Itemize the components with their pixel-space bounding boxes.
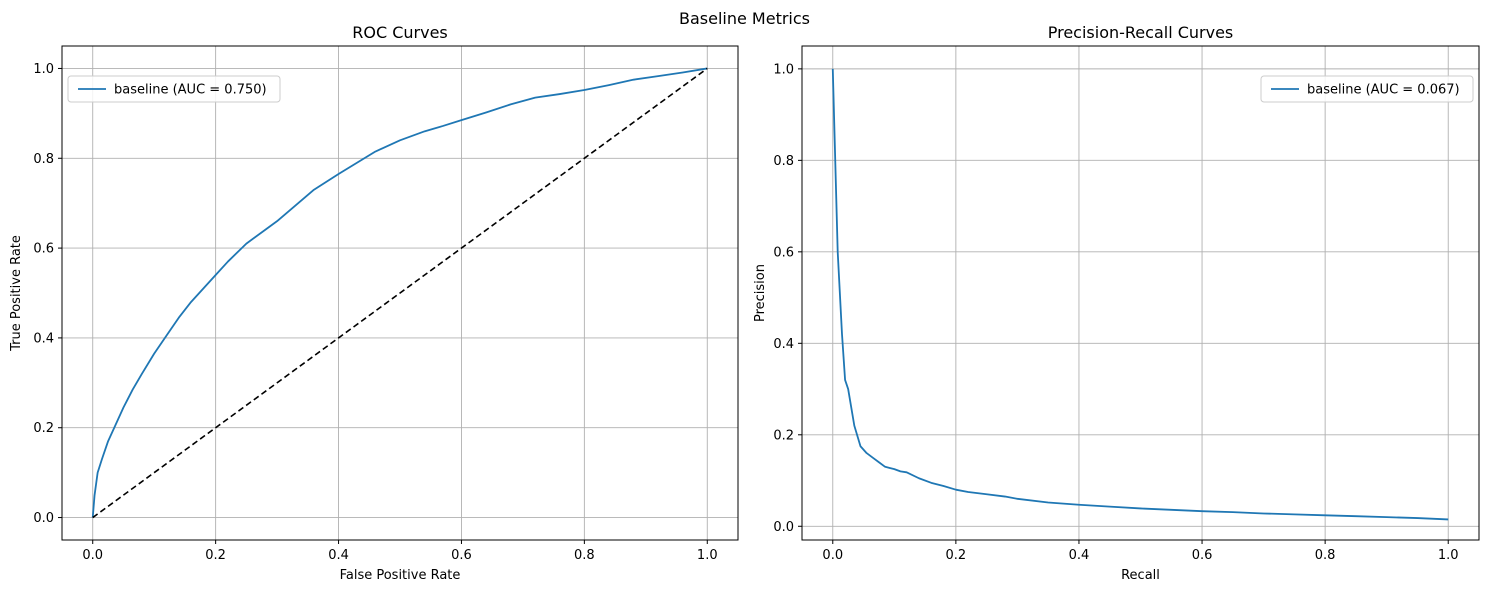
y-tick-label: 0.4 bbox=[773, 337, 794, 352]
x-tick-label: 0.6 bbox=[1192, 548, 1213, 563]
y-tick-label: 0.2 bbox=[773, 428, 794, 443]
x-tick-label: 1.0 bbox=[1438, 548, 1459, 563]
y-tick-label: 0.0 bbox=[33, 511, 54, 526]
legend-box bbox=[1260, 75, 1474, 103]
legend-box bbox=[67, 75, 281, 103]
x-tick-label: 0.0 bbox=[822, 548, 843, 563]
legend-entry-label: baseline (AUC = 0.750) bbox=[114, 83, 267, 98]
x-axis-label: False Positive Rate bbox=[340, 568, 461, 583]
legend: baseline (AUC = 0.067) bbox=[1260, 75, 1474, 103]
chart-title: Precision-Recall Curves bbox=[1048, 23, 1234, 42]
series-line-baseline bbox=[831, 68, 1449, 521]
y-tick-label: 0.6 bbox=[33, 242, 54, 257]
precision-recall-chart: 0.0 0.2 0.4 0.6 0.8 1.0 0.0 0.2 0.4 0.6 0.8 1.0 Prec… bbox=[753, 23, 1480, 583]
figure-title: Baseline Metrics bbox=[679, 9, 810, 28]
x-tick-label: 0.6 bbox=[451, 548, 472, 563]
y-tick-label: 1.0 bbox=[33, 62, 54, 77]
x-tick-label: 0.2 bbox=[205, 548, 226, 563]
axes-frame bbox=[61, 45, 739, 541]
y-tick-label: 0.6 bbox=[773, 245, 794, 260]
y-axis-label: Precision bbox=[753, 264, 768, 322]
x-axis-label: Recall bbox=[1121, 568, 1160, 583]
series-line-baseline bbox=[91, 67, 708, 518]
axes-frame bbox=[801, 45, 1480, 541]
x-tick-label: 0.0 bbox=[82, 548, 103, 563]
x-tick-label: 1.0 bbox=[697, 548, 718, 563]
x-tick-label: 0.4 bbox=[328, 548, 349, 563]
y-tick-label: 0.2 bbox=[33, 421, 54, 436]
y-tick-label: 0.8 bbox=[773, 154, 794, 169]
y-tick-label: 0.0 bbox=[773, 520, 794, 535]
x-tick-label: 0.4 bbox=[1069, 548, 1090, 563]
chart-title: ROC Curves bbox=[352, 23, 448, 42]
x-tick-label: 0.8 bbox=[574, 548, 595, 563]
y-tick-label: 1.0 bbox=[773, 62, 794, 77]
reference-diagonal-line bbox=[92, 67, 708, 519]
roc-chart: 0.0 0.2 0.4 0.6 0.8 1.0 0.0 0.2 0.4 0.6 0.8 1.0 ROC … bbox=[9, 23, 739, 583]
legend: baseline (AUC = 0.750) bbox=[67, 75, 281, 103]
x-tick-label: 0.2 bbox=[946, 548, 967, 563]
y-axis-label: True Positive Rate bbox=[9, 235, 24, 352]
y-tick-label: 0.4 bbox=[33, 331, 54, 346]
y-tick-label: 0.8 bbox=[33, 152, 54, 167]
x-tick-label: 0.8 bbox=[1315, 548, 1336, 563]
legend-entry-label: baseline (AUC = 0.067) bbox=[1307, 83, 1460, 98]
